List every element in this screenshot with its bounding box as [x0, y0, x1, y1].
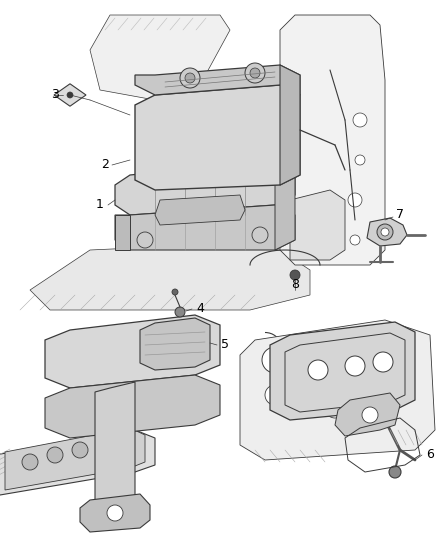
- Polygon shape: [367, 218, 407, 246]
- Polygon shape: [0, 430, 155, 495]
- Circle shape: [137, 232, 153, 248]
- Circle shape: [22, 454, 38, 470]
- Polygon shape: [90, 15, 230, 100]
- Circle shape: [325, 370, 345, 390]
- Circle shape: [353, 113, 367, 127]
- Circle shape: [252, 227, 268, 243]
- Polygon shape: [45, 315, 220, 388]
- Polygon shape: [115, 215, 130, 250]
- Polygon shape: [5, 428, 145, 490]
- Polygon shape: [45, 375, 220, 438]
- Circle shape: [308, 360, 328, 380]
- Circle shape: [47, 447, 63, 463]
- Circle shape: [262, 347, 288, 373]
- Text: 6: 6: [426, 448, 434, 462]
- Circle shape: [290, 270, 300, 280]
- Circle shape: [97, 437, 113, 453]
- Circle shape: [107, 505, 123, 521]
- Circle shape: [175, 307, 185, 317]
- Circle shape: [350, 235, 360, 245]
- Circle shape: [377, 224, 393, 240]
- Circle shape: [250, 68, 260, 78]
- Circle shape: [180, 68, 200, 88]
- Polygon shape: [54, 84, 86, 106]
- Circle shape: [362, 407, 378, 423]
- Circle shape: [373, 352, 393, 372]
- Text: 7: 7: [396, 208, 404, 222]
- Polygon shape: [135, 65, 300, 95]
- Polygon shape: [95, 382, 135, 510]
- Circle shape: [67, 92, 73, 98]
- Polygon shape: [335, 393, 400, 436]
- Text: 2: 2: [101, 158, 109, 172]
- Circle shape: [265, 385, 285, 405]
- Polygon shape: [240, 320, 435, 460]
- Polygon shape: [275, 160, 295, 250]
- Polygon shape: [155, 195, 245, 225]
- Polygon shape: [280, 65, 300, 185]
- Text: 3: 3: [51, 88, 59, 101]
- Polygon shape: [290, 190, 345, 260]
- Circle shape: [345, 356, 365, 376]
- Polygon shape: [30, 245, 310, 310]
- Circle shape: [348, 193, 362, 207]
- Polygon shape: [115, 205, 295, 250]
- Text: 5: 5: [221, 338, 229, 351]
- Circle shape: [72, 442, 88, 458]
- Circle shape: [381, 228, 389, 236]
- Text: 4: 4: [196, 302, 204, 314]
- Circle shape: [245, 63, 265, 83]
- Polygon shape: [135, 85, 300, 190]
- Polygon shape: [115, 160, 295, 215]
- Circle shape: [325, 398, 345, 418]
- Circle shape: [325, 340, 345, 360]
- Polygon shape: [140, 318, 210, 370]
- Text: 8: 8: [291, 279, 299, 292]
- Circle shape: [355, 155, 365, 165]
- Polygon shape: [270, 322, 415, 420]
- Circle shape: [185, 73, 195, 83]
- Text: 1: 1: [96, 198, 104, 212]
- Polygon shape: [280, 15, 385, 265]
- Circle shape: [172, 289, 178, 295]
- Polygon shape: [80, 494, 150, 532]
- Circle shape: [389, 466, 401, 478]
